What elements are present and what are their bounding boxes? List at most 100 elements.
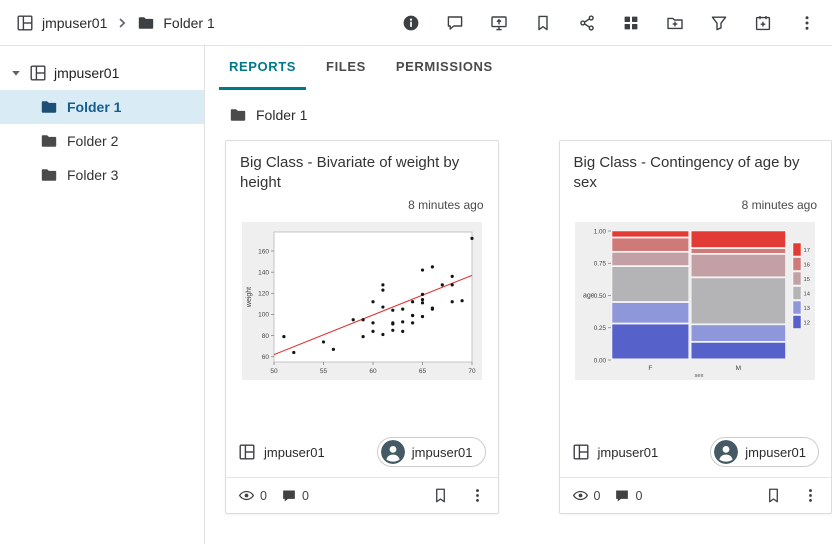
folder-icon <box>229 106 247 124</box>
more-icon[interactable] <box>802 487 819 504</box>
breadcrumb: jmpuser01 Folder 1 <box>16 14 215 32</box>
tree-root-label: jmpuser01 <box>54 65 120 81</box>
svg-text:120: 120 <box>258 291 269 298</box>
svg-text:65: 65 <box>419 368 427 375</box>
views-value: 0 <box>593 488 601 503</box>
tree-item-label: Folder 1 <box>67 99 122 115</box>
eye-icon <box>572 487 589 504</box>
space-icon <box>238 443 256 461</box>
report-thumbnail[interactable]: 50 55 60 65 70 60 80 100 120 140 160 weight <box>226 222 498 380</box>
comments-count: 0 <box>281 488 309 504</box>
tab-files[interactable]: FILES <box>316 46 376 90</box>
owner-label: jmpuser01 <box>264 444 325 460</box>
svg-text:50: 50 <box>270 368 278 375</box>
report-owner: jmpuser01 <box>238 443 325 461</box>
svg-text:0.00: 0.00 <box>594 357 607 364</box>
author-chip[interactable]: jmpuser01 <box>710 437 819 467</box>
space-icon <box>16 14 34 32</box>
author-label: jmpuser01 <box>411 444 473 460</box>
bookmark-icon[interactable] <box>765 487 782 504</box>
tree-root[interactable]: jmpuser01 <box>0 56 204 90</box>
svg-text:F: F <box>649 365 653 372</box>
report-title[interactable]: Big Class - Contingency of age by sex <box>573 154 800 191</box>
sidebar-item-folder-2[interactable]: Folder 2 <box>0 124 204 158</box>
svg-text:15: 15 <box>804 277 810 283</box>
avatar <box>714 440 739 464</box>
comments-value: 0 <box>635 488 643 503</box>
screen-share-icon[interactable] <box>490 14 508 32</box>
more-icon[interactable] <box>469 487 486 504</box>
report-title[interactable]: Big Class - Bivariate of weight by heigh… <box>240 154 460 191</box>
tab-bar: REPORTS FILES PERMISSIONS <box>205 46 832 90</box>
report-owner: jmpuser01 <box>572 443 658 461</box>
tab-label: FILES <box>326 59 366 74</box>
svg-text:0.75: 0.75 <box>594 261 607 268</box>
current-folder-label: Folder 1 <box>256 107 308 123</box>
eye-icon <box>238 487 255 504</box>
svg-text:60: 60 <box>262 354 270 361</box>
toolbar <box>402 14 816 32</box>
svg-text:17: 17 <box>804 248 810 254</box>
svg-text:age: age <box>583 293 595 300</box>
report-card: Big Class - Contingency of age by sex 8 … <box>558 140 832 514</box>
author-chip[interactable]: jmpuser01 <box>376 437 486 467</box>
bookmark-icon[interactable] <box>432 487 449 504</box>
current-folder: Folder 1 <box>205 90 832 130</box>
report-footer: jmpuser01 jmpuser01 <box>226 429 498 477</box>
comment-filled-icon <box>281 488 297 504</box>
sidebar-item-folder-1[interactable]: Folder 1 <box>0 90 204 124</box>
share-icon[interactable] <box>578 14 596 32</box>
comment-icon[interactable] <box>446 14 464 32</box>
folder-icon <box>40 98 58 116</box>
sidebar-item-folder-3[interactable]: Folder 3 <box>0 158 204 192</box>
card-action-bar: 0 0 <box>559 477 831 513</box>
report-timestamp: 8 minutes ago <box>408 198 484 212</box>
tab-reports[interactable]: REPORTS <box>219 46 307 90</box>
comments-count: 0 <box>614 488 642 504</box>
bookmark-icon[interactable] <box>534 14 552 32</box>
breadcrumb-current: Folder 1 <box>163 14 215 31</box>
svg-text:0.50: 0.50 <box>594 293 607 300</box>
folder-tree: jmpuser01 Folder 1 Folder 2 Folder 3 <box>0 46 205 544</box>
tree-item-label: Folder 2 <box>67 133 119 149</box>
top-bar: jmpuser01 Folder 1 <box>0 0 832 46</box>
calendar-add-icon[interactable] <box>754 14 772 32</box>
main-content: REPORTS FILES PERMISSIONS Folder 1 Big C… <box>205 46 832 544</box>
chevron-right-icon <box>115 16 129 30</box>
svg-text:sex: sex <box>695 373 704 379</box>
svg-text:70: 70 <box>468 368 476 375</box>
tab-label: PERMISSIONS <box>395 59 493 74</box>
more-icon[interactable] <box>798 14 816 32</box>
views-count: 0 <box>238 487 267 504</box>
svg-text:140: 140 <box>258 269 269 276</box>
report-timestamp: 8 minutes ago <box>741 198 817 212</box>
filter-icon[interactable] <box>710 14 728 32</box>
svg-text:160: 160 <box>258 248 269 255</box>
author-label: jmpuser01 <box>745 444 806 460</box>
apps-icon[interactable] <box>622 14 640 32</box>
folder-icon <box>137 14 155 32</box>
svg-text:100: 100 <box>258 312 269 319</box>
report-card: Big Class - Bivariate of weight by heigh… <box>225 140 499 514</box>
breadcrumb-root[interactable]: jmpuser01 <box>42 14 108 31</box>
report-grid: Big Class - Bivariate of weight by heigh… <box>205 130 832 514</box>
tab-label: REPORTS <box>229 59 297 74</box>
avatar <box>380 440 405 464</box>
svg-text:weight: weight <box>246 287 253 308</box>
tab-permissions[interactable]: PERMISSIONS <box>386 46 503 90</box>
folder-icon <box>40 132 58 150</box>
svg-text:0.25: 0.25 <box>594 325 607 332</box>
views-count: 0 <box>572 487 601 504</box>
comments-value: 0 <box>301 488 309 503</box>
svg-text:13: 13 <box>804 306 810 312</box>
folder-add-icon[interactable] <box>666 14 684 32</box>
caret-down-icon[interactable] <box>10 67 22 79</box>
views-value: 0 <box>260 488 267 503</box>
svg-text:60: 60 <box>369 368 377 375</box>
info-icon[interactable] <box>402 14 420 32</box>
svg-text:M: M <box>736 365 741 372</box>
svg-text:16: 16 <box>804 263 810 269</box>
space-icon <box>572 443 590 461</box>
svg-text:12: 12 <box>804 321 810 327</box>
